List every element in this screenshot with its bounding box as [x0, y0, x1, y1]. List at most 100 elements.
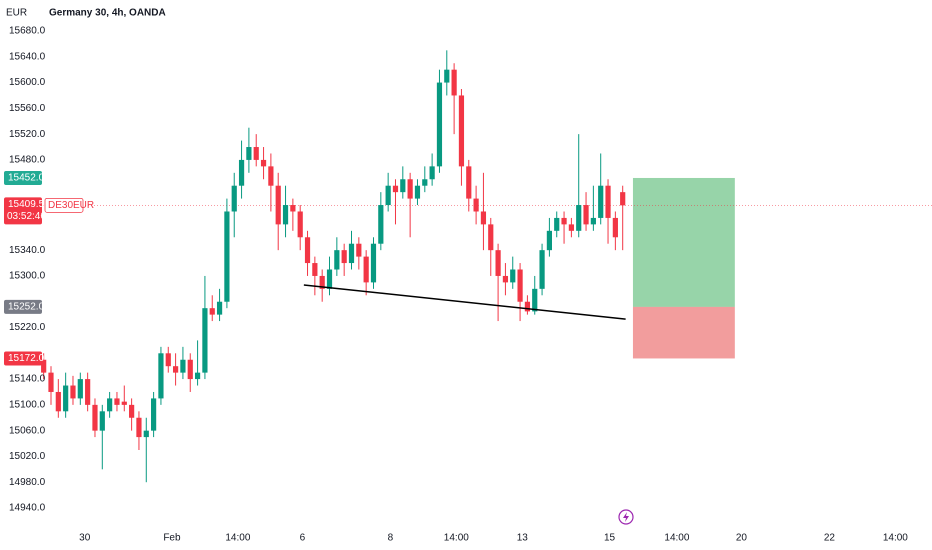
candle-body: [63, 385, 69, 412]
candle-body: [400, 179, 406, 193]
candle-body: [605, 185, 611, 218]
candle-body: [414, 185, 421, 199]
price-tag-label: 15252.0: [8, 302, 45, 313]
candle-body: [312, 263, 318, 276]
last-price-tag: [4, 197, 42, 225]
event-icon[interactable]: [618, 509, 634, 525]
x-tick-label: 30: [79, 533, 91, 544]
candle-body: [319, 275, 325, 289]
candle-body: [444, 69, 450, 83]
last-price-label: 15409.5: [8, 199, 45, 210]
candle-body: [158, 353, 164, 399]
candle-body: [524, 301, 531, 312]
candle-body: [378, 205, 384, 244]
candle-body: [143, 430, 149, 438]
candle-body: [473, 198, 479, 212]
candle-body: [77, 379, 83, 399]
candle-body: [517, 269, 523, 302]
candle-body: [429, 166, 435, 180]
price-tag: [4, 299, 42, 314]
price-tag-label: 15452.0: [8, 173, 45, 184]
y-tick-label: 15060.0: [9, 425, 46, 436]
candle-body: [92, 404, 98, 431]
y-tick-label: 15300.0: [9, 271, 46, 282]
y-tick-label: 15220.0: [9, 322, 46, 333]
x-tick-label: 14:00: [444, 533, 469, 544]
candle-body: [246, 147, 252, 160]
y-tick-label: 15600.0: [9, 77, 46, 88]
candle-body: [356, 243, 362, 257]
x-tick-label: 8: [388, 533, 394, 544]
y-tick-label: 15480.0: [9, 155, 46, 166]
candle-body: [583, 205, 589, 225]
candle-body: [209, 308, 215, 315]
candle-body: [48, 372, 54, 392]
candle-body: [238, 159, 245, 186]
symbol-tag: [44, 197, 84, 213]
candle-body: [107, 398, 113, 412]
price-tag: [4, 170, 42, 185]
candle-body: [466, 166, 472, 199]
countdown-label: 03:52:46: [7, 211, 46, 222]
candle-body: [114, 398, 120, 405]
candle-body: [451, 69, 457, 96]
candle-body: [326, 269, 333, 289]
candle-body: [70, 385, 76, 399]
x-tick-label: 14:00: [664, 533, 689, 544]
y-tick-label: 15020.0: [9, 451, 46, 462]
price-tag-label: 15172.0: [8, 353, 45, 364]
candle-body: [480, 211, 487, 225]
candle-body: [41, 359, 47, 373]
y-tick-label: 15340.0: [9, 245, 46, 256]
candle-body: [554, 217, 560, 231]
y-tick-label: 15100.0: [9, 400, 46, 411]
candle-body: [231, 185, 237, 212]
candle-body: [568, 224, 574, 231]
candle-body: [546, 230, 553, 251]
candle-body: [598, 185, 604, 218]
candle-body: [180, 359, 186, 373]
x-tick-label: 14:00: [225, 533, 250, 544]
candle-body: [121, 401, 127, 405]
candle-body: [385, 185, 391, 206]
candle-body: [224, 211, 230, 302]
candle-body: [136, 417, 142, 438]
candle-body: [194, 372, 201, 380]
y-tick-label: 14980.0: [9, 477, 46, 488]
candle-body: [202, 308, 208, 373]
candle-body: [392, 185, 399, 193]
currency-label: EUR: [6, 8, 27, 19]
chart-title: Germany 30, 4h, OANDA: [49, 8, 166, 19]
candle-body: [334, 250, 340, 270]
y-tick-label: 15560.0: [9, 103, 46, 114]
y-tick-label: 15140.0: [9, 374, 46, 385]
candle-body: [532, 288, 538, 312]
candle-body: [458, 95, 465, 167]
y-tick-label: 14940.0: [9, 503, 46, 514]
candle-body: [590, 217, 596, 225]
x-tick-label: 13: [517, 533, 529, 544]
candle-body: [502, 275, 509, 283]
candle-body: [612, 217, 618, 238]
candle-body: [290, 205, 296, 212]
candle-body: [495, 250, 501, 276]
trendline: [303, 284, 626, 320]
x-tick-label: 6: [300, 533, 306, 544]
candle-body: [151, 398, 157, 431]
x-tick-label: 14:00: [883, 533, 908, 544]
candle-body: [510, 269, 516, 283]
x-tick-label: 22: [824, 533, 836, 544]
candle-body: [539, 250, 545, 289]
candle-body: [436, 82, 443, 167]
x-tick-label: 15: [604, 533, 616, 544]
candle-body: [85, 379, 91, 405]
candle-body: [216, 301, 223, 315]
y-tick-label: 15520.0: [9, 129, 46, 140]
candle-body: [348, 243, 355, 264]
candle-body: [341, 250, 347, 264]
candle-body: [363, 256, 369, 283]
candle-body: [253, 147, 259, 160]
candle-body: [297, 211, 303, 238]
